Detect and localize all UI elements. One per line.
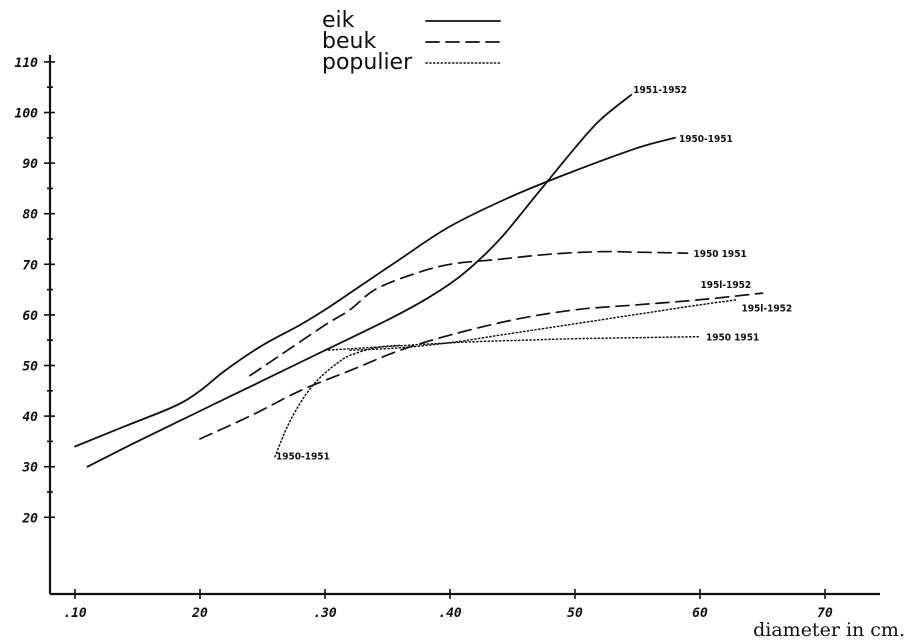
x-ticks: .10 20 .30 .40 50 60 70 bbox=[63, 589, 833, 621]
y-tick-label-70: 70 bbox=[22, 258, 38, 273]
series-populier-1950-1951-5 bbox=[274, 344, 401, 458]
x-tick-label-10: .10 bbox=[63, 606, 87, 621]
y-ticks: 20 30 40 50 60 70 80 90 100 110 bbox=[15, 56, 55, 526]
y-tick-label-50: 50 bbox=[22, 360, 38, 375]
y-tick-label-90: 90 bbox=[22, 157, 38, 172]
x-tick-label-20: 20 bbox=[191, 606, 208, 621]
x-tick-label-60: 60 bbox=[692, 606, 708, 621]
curve-label-beuk-3: 195l-1952 bbox=[701, 280, 752, 291]
x-tick-label-70: 70 bbox=[817, 606, 833, 621]
curve-label-populier-6: 195l-1952 bbox=[742, 304, 793, 315]
series-beuk-1951-1952-3 bbox=[199, 292, 764, 440]
legend-label-eik: eik bbox=[322, 8, 355, 33]
series-populier-1951-1952-6 bbox=[349, 298, 739, 352]
curve-label-beuk-2: 1950 1951 bbox=[694, 249, 747, 260]
y-tick-label-100: 100 bbox=[15, 107, 39, 122]
series-layer bbox=[74, 93, 764, 468]
x-tick-label-40: .40 bbox=[438, 606, 462, 621]
y-tick-label-110: 110 bbox=[15, 56, 39, 71]
legend-label-populier: populier bbox=[322, 50, 413, 75]
series-eik-1950-1951-0 bbox=[74, 136, 676, 448]
x-tick-label-50: 50 bbox=[567, 606, 583, 621]
y-tick-label-20: 20 bbox=[21, 511, 38, 526]
curve-label-eik-1: 1951-1952 bbox=[633, 85, 687, 96]
series-beuk-1950-1951-2 bbox=[249, 250, 689, 377]
legend-label-beuk: beuk bbox=[322, 29, 376, 54]
y-tick-label-40: 40 bbox=[22, 410, 38, 425]
y-tick-label-80: 80 bbox=[22, 208, 38, 223]
curve-label-populier-5: 1950-1951 bbox=[276, 452, 330, 463]
y-tick-label-60: 60 bbox=[22, 309, 38, 324]
x-axis-title: diameter in cm. bbox=[753, 619, 905, 641]
x-tick-label-30: .30 bbox=[313, 606, 337, 621]
series-eik-1951-1952-1 bbox=[86, 93, 633, 468]
y-tick-label-30: 30 bbox=[21, 461, 38, 476]
axes bbox=[48, 55, 880, 596]
curve-label-eik-0: 1950-1951 bbox=[679, 134, 733, 145]
curve-label-populier-4: 1950 1951 bbox=[706, 333, 759, 344]
curve-labels: 1950-1951 1951-1952 1950 1951 195l-1952 1950… bbox=[276, 85, 792, 463]
